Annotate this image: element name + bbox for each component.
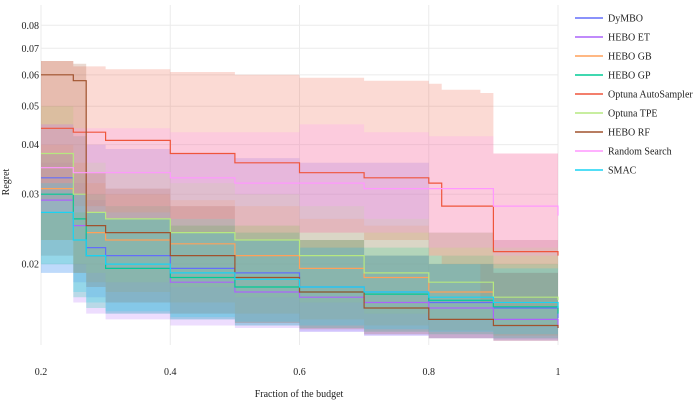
series-lines [41, 74, 559, 328]
legend-label: Optuna AutoSampler [608, 90, 693, 101]
series-line-optuna-autosampler [41, 127, 559, 256]
y-tick-label: 0.05 [22, 102, 40, 113]
legend-label: HEBO ET [608, 33, 650, 44]
x-axis-title: Fraction of the budget [255, 389, 344, 400]
series-line-smac [41, 211, 559, 308]
legend-label: HEBO GP [608, 71, 651, 82]
y-tick-label: 0.06 [22, 70, 40, 81]
y-axis-ticks: 0.02 0.03 0.04 0.05 0.06 0.07 0.08 [22, 21, 40, 271]
x-tick-label: 0.8 [423, 367, 436, 378]
y-axis-title: Regret [1, 168, 12, 195]
x-tick-label: 0.4 [164, 367, 177, 378]
y-tick-label: 0.08 [22, 21, 40, 32]
x-tick-label: 0.2 [35, 367, 48, 378]
x-tick-label: 0.6 [293, 367, 306, 378]
legend-label: Random Search [608, 147, 672, 158]
legend-label: HEBO GB [608, 52, 652, 63]
band-random-search [41, 124, 558, 256]
y-tick-label: 0.07 [22, 44, 40, 55]
band-optuna-autosampler [41, 61, 558, 308]
y-tick-label: 0.04 [22, 140, 40, 151]
series-line-random-search [41, 167, 559, 216]
legend-label: DyMBO [608, 14, 643, 25]
y-tick-label: 0.03 [22, 190, 40, 201]
x-tick-label: 1 [556, 367, 561, 378]
x-axis-ticks: 0.2 0.4 0.6 0.8 1 [35, 367, 561, 378]
legend-label: Optuna TPE [608, 109, 658, 120]
legend-label: SMAC [608, 166, 637, 177]
series-line-hebo-gp [41, 193, 559, 314]
y-tick-label: 0.02 [22, 260, 40, 271]
legend-label: HEBO RF [608, 128, 650, 139]
uncertainty-bands [41, 61, 558, 341]
legend: DyMBO HEBO ET HEBO GB HEBO GP Optuna AutoSam… [575, 14, 693, 177]
